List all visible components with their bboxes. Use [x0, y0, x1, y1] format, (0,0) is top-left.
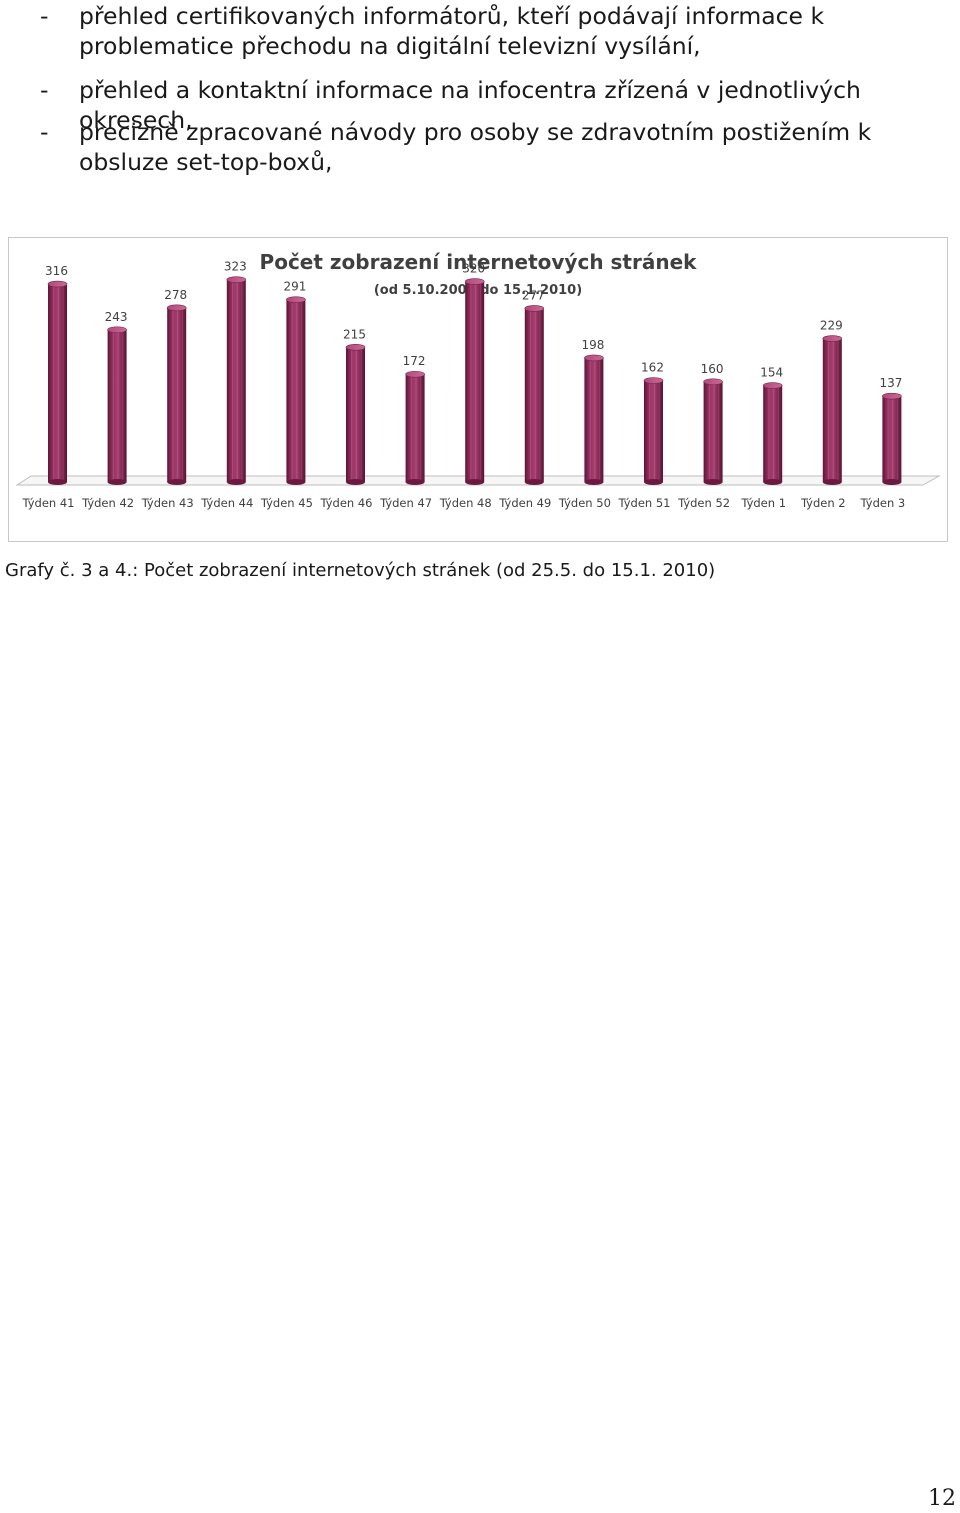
- bar: [822, 335, 843, 485]
- bar: [107, 326, 127, 485]
- figure-caption: Grafy č. 3 a 4.: Počet zobrazení interne…: [5, 560, 716, 581]
- bar-value-label: 198: [581, 338, 604, 352]
- bar: [643, 377, 664, 485]
- category-tick-label: Týden 3: [860, 496, 906, 510]
- category-tick-label: Týden 52: [677, 496, 730, 510]
- bar: [703, 378, 723, 485]
- category-tick-label: Týden 46: [320, 496, 373, 510]
- bar: [47, 280, 68, 485]
- bullet-text: precizně zpracované návody pro osoby se …: [79, 118, 872, 176]
- category-tick-label: Týden 44: [200, 496, 253, 510]
- bar-value-label: 277: [522, 288, 545, 302]
- category-tick-label: Týden 43: [141, 496, 194, 510]
- category-tick-label: Týden 41: [22, 496, 75, 510]
- bar: [226, 276, 247, 485]
- value-labels: 316 243 278 323 291 215 172 320 277 198 162 160 154 2…: [45, 260, 902, 391]
- bar-value-label: 154: [760, 366, 783, 380]
- bar-value-label: 320: [462, 262, 485, 276]
- category-tick-label: Týden 45: [260, 496, 313, 510]
- bar: [584, 354, 604, 485]
- bar-value-label: 162: [641, 361, 664, 375]
- bar-value-label: 291: [283, 280, 306, 294]
- bar: [464, 278, 485, 485]
- chart-title: Počet zobrazení internetových stránek: [260, 250, 698, 274]
- bar-value-label: 172: [403, 354, 426, 368]
- bar-value-label: 137: [879, 376, 902, 390]
- bar-value-label: 229: [820, 319, 843, 333]
- chart-frame: Počet zobrazení internetových stránek (o…: [8, 237, 948, 542]
- bar-value-label: 323: [224, 260, 247, 274]
- category-tick-label: Týden 49: [498, 496, 551, 510]
- bullet-text: přehled certifikovaných informátorů, kte…: [79, 2, 825, 60]
- category-tick-label: Týden 47: [379, 496, 432, 510]
- bar: [166, 304, 187, 485]
- bar: [345, 344, 366, 485]
- bars-group: [47, 276, 902, 485]
- page-number: 12: [928, 1486, 956, 1511]
- bar: [405, 370, 425, 485]
- bar-value-label: 243: [105, 310, 128, 324]
- bar-chart: Počet zobrazení internetových stránek (o…: [15, 250, 941, 510]
- bar: [882, 392, 902, 485]
- bar-value-label: 160: [701, 362, 724, 376]
- bar-value-label: 278: [164, 288, 187, 302]
- bullet-dash: -: [40, 76, 49, 104]
- bar: [286, 296, 306, 485]
- category-tick-label: Týden 51: [618, 496, 671, 510]
- category-tick-label: Týden 42: [81, 496, 134, 510]
- bar-value-label: 215: [343, 327, 366, 341]
- bullet-dash: -: [40, 118, 49, 146]
- bullet-dash: -: [40, 2, 49, 30]
- bar: [762, 382, 783, 485]
- category-tick-label: Týden 50: [558, 496, 611, 510]
- category-tick-label: Týden 48: [439, 496, 492, 510]
- bullet-text: přehled a kontaktní informace na infocen…: [79, 76, 861, 134]
- bar-value-label: 316: [45, 264, 68, 278]
- bar: [524, 305, 545, 485]
- category-tick-label: Týden 1: [740, 496, 786, 510]
- category-tick-label: Týden 2: [800, 496, 846, 510]
- category-labels: Týden 41 Týden 42 Týden 43 Týden 44 Týden 45…: [22, 496, 906, 510]
